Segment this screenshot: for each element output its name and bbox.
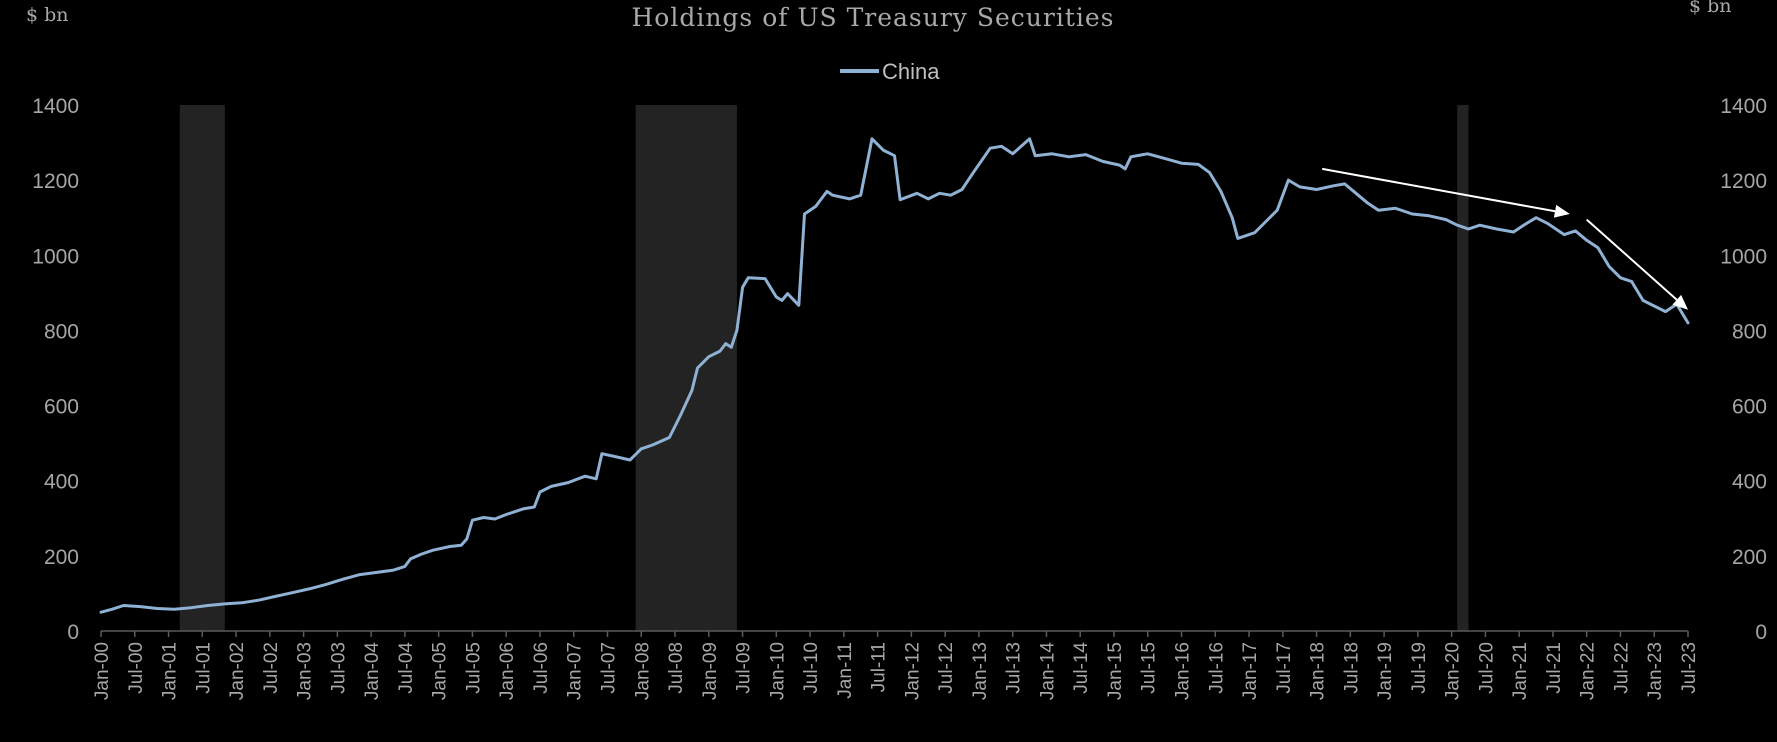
y-tick-right-group: 0 200 400 600 800 1000 1200 1400 [1720,95,1767,644]
x-tick-label-14: Jan-07 [565,642,586,700]
x-tick-label-36: Jan-18 [1308,642,1329,700]
x-tick-label-40: Jan-20 [1443,642,1464,700]
recession-band-2 [1457,105,1469,631]
x-tick-label-11: Jul-05 [463,642,484,694]
x-tick-label-35: Jul-17 [1274,642,1295,694]
x-tick-label-37: Jul-18 [1341,642,1362,694]
x-tick-label-23: Jul-11 [869,642,890,692]
x-tick-label-16: Jan-08 [632,642,653,700]
annotation-arrow-shaft-0 [1322,167,1556,213]
x-tick-label-7: Jul-03 [328,642,349,694]
legend: China [840,59,940,84]
chart-title: Holdings of US Treasury Securities [631,3,1114,32]
x-tick-label-47: Jul-23 [1679,642,1700,694]
x-tick-label-32: Jan-16 [1173,642,1194,700]
x-tick-label-26: Jan-13 [970,642,991,700]
x-tick-label-27: Jul-13 [1004,642,1025,694]
x-tick-label-10: Jan-05 [430,642,451,700]
series-line-china [99,137,1690,614]
x-tick-label-31: Jul-15 [1139,642,1160,694]
annotation-arrow-group [1322,167,1688,310]
x-tick-label-28: Jan-14 [1037,642,1058,701]
x-tick-label-9: Jul-04 [396,642,417,694]
x-tick-label-20: Jan-10 [767,642,788,700]
annotation-arrow-head-0 [1553,204,1570,218]
x-tick-label-45: Jul-22 [1611,642,1632,694]
x-tick-label-38: Jan-19 [1375,642,1396,700]
x-tick-label-6: Jan-03 [295,642,316,700]
x-tick-label-24: Jan-12 [902,642,923,700]
x-tick-label-2: Jan-01 [160,642,181,700]
y-tick-left-group: 0 200 400 600 800 1000 1200 1400 [32,95,79,644]
x-tick-label-42: Jan-21 [1510,642,1531,700]
recession-band-0 [179,105,225,631]
x-tick-label-44: Jan-22 [1578,642,1599,700]
y-tick-left-1400: 1400 [32,95,79,118]
series-group [99,137,1690,614]
recession-shading-group [179,105,1469,631]
x-tick-label-15: Jul-07 [598,642,619,694]
x-tick-label-5: Jul-02 [261,642,282,694]
x-tick-label-39: Jul-19 [1409,642,1430,694]
x-tick-label-17: Jul-08 [666,642,687,694]
x-tick-label-22: Jan-11 [835,642,856,699]
x-tick-label-34: Jan-17 [1240,642,1261,700]
x-tick-label-13: Jul-06 [531,642,552,694]
x-tick-label-25: Jul-12 [936,642,957,694]
y-tick-left-800: 800 [44,320,79,343]
y-tick-left-600: 600 [44,396,79,419]
y-unit-left: $ bn [26,4,69,26]
x-tick-group: Jan-00 Jul-00 Jan-01 Jul-01 Jan-02 Jul-02 Jan-… [92,631,1700,700]
y-unit-right: $ bn [1689,0,1732,17]
x-tick-label-21: Jul-10 [801,642,822,694]
x-tick-label-33: Jul-16 [1206,642,1227,694]
y-tick-right-200: 200 [1732,546,1767,569]
y-tick-right-1200: 1200 [1720,170,1767,193]
x-tick-label-18: Jan-09 [700,642,721,700]
y-tick-right-400: 400 [1732,471,1767,494]
x-tick-label-29: Jul-14 [1071,642,1092,694]
legend-label-china: China [882,59,940,84]
recession-band-1 [635,105,737,631]
y-tick-right-1000: 1000 [1720,245,1767,268]
x-tick-label-0: Jan-00 [92,642,113,700]
x-tick-label-1: Jul-00 [126,642,147,694]
y-tick-right-800: 800 [1732,320,1767,343]
x-tick-label-46: Jan-23 [1645,642,1666,700]
x-tick-label-30: Jan-15 [1105,642,1126,700]
y-tick-left-1000: 1000 [32,245,79,268]
x-tick-label-8: Jan-04 [362,642,383,701]
y-tick-right-1400: 1400 [1720,95,1767,118]
x-tick-label-19: Jul-09 [734,642,755,694]
y-tick-left-200: 200 [44,546,79,569]
annotation-arrow-head-1 [1672,294,1688,310]
x-tick-label-3: Jul-01 [193,642,214,694]
x-tick-label-4: Jan-02 [227,642,248,700]
y-tick-left-0: 0 [67,621,79,644]
x-tick-label-12: Jan-06 [497,642,518,700]
x-tick-label-41: Jul-20 [1476,642,1497,694]
x-tick-label-43: Jul-21 [1544,642,1565,694]
y-tick-right-600: 600 [1732,396,1767,419]
y-tick-right-0: 0 [1755,621,1767,644]
y-tick-left-400: 400 [44,471,79,494]
annotation-arrow-shaft-1 [1586,218,1678,301]
y-tick-left-1200: 1200 [32,170,79,193]
